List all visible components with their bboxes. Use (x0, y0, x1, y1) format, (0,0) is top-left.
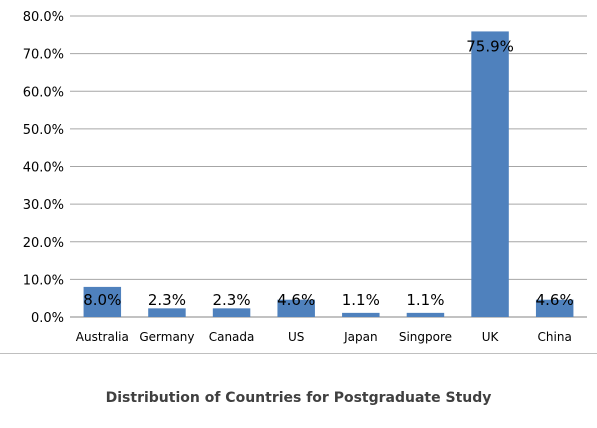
x-tick-label: UK (482, 330, 500, 344)
data-label: 4.6% (277, 291, 315, 309)
x-tick-label: Australia (76, 330, 129, 344)
y-axis-ticks: 0.0% 10.0% 20.0% 30.0% 40.0% 50.0% 60.0% 70.0% 8… (23, 10, 64, 326)
y-tick-label: 80.0% (23, 10, 64, 25)
y-tick-label: 50.0% (23, 123, 64, 138)
bars (83, 31, 574, 318)
y-tick-label: 60.0% (23, 85, 64, 100)
bar-canada (212, 308, 251, 317)
y-tick-label: 10.0% (23, 273, 64, 288)
x-tick-label: Canada (209, 330, 255, 344)
x-axis-ticks: Australia Germany Canada US Japan Singpore UK C… (76, 330, 572, 344)
data-label: 4.6% (536, 291, 574, 309)
gridlines (70, 15, 587, 318)
x-tick-label: Germany (139, 330, 194, 344)
bar-australia (83, 286, 122, 317)
y-tick-label: 30.0% (23, 198, 64, 213)
y-tick-label: 0.0% (31, 311, 64, 326)
data-label: 8.0% (83, 291, 121, 309)
bar-us (277, 299, 315, 317)
data-label: 2.3% (213, 291, 251, 309)
data-label: 75.9% (466, 37, 514, 55)
y-tick-label: 40.0% (23, 161, 64, 176)
y-tick-label: 70.0% (23, 48, 64, 63)
bar-japan (342, 312, 380, 317)
data-labels: 8.0% 2.3% 2.3% 4.6% 1.1% 1.1% 75.9% 4.6% (83, 37, 573, 309)
data-label: 1.1% (342, 291, 380, 309)
caption-separator (0, 353, 597, 354)
bar-germany (148, 308, 186, 317)
bar-china (535, 299, 574, 317)
x-tick-label: Japan (343, 330, 377, 344)
x-tick-label: Singpore (399, 330, 452, 344)
bar-uk (471, 31, 509, 318)
x-tick-label: US (288, 330, 304, 344)
data-label: 1.1% (406, 291, 444, 309)
y-tick-label: 20.0% (23, 236, 64, 251)
data-label: 2.3% (148, 291, 186, 309)
bar-singpore (406, 312, 445, 317)
x-tick-label: China (538, 330, 572, 344)
chart-title: Distribution of Countries for Postgradua… (105, 390, 492, 406)
